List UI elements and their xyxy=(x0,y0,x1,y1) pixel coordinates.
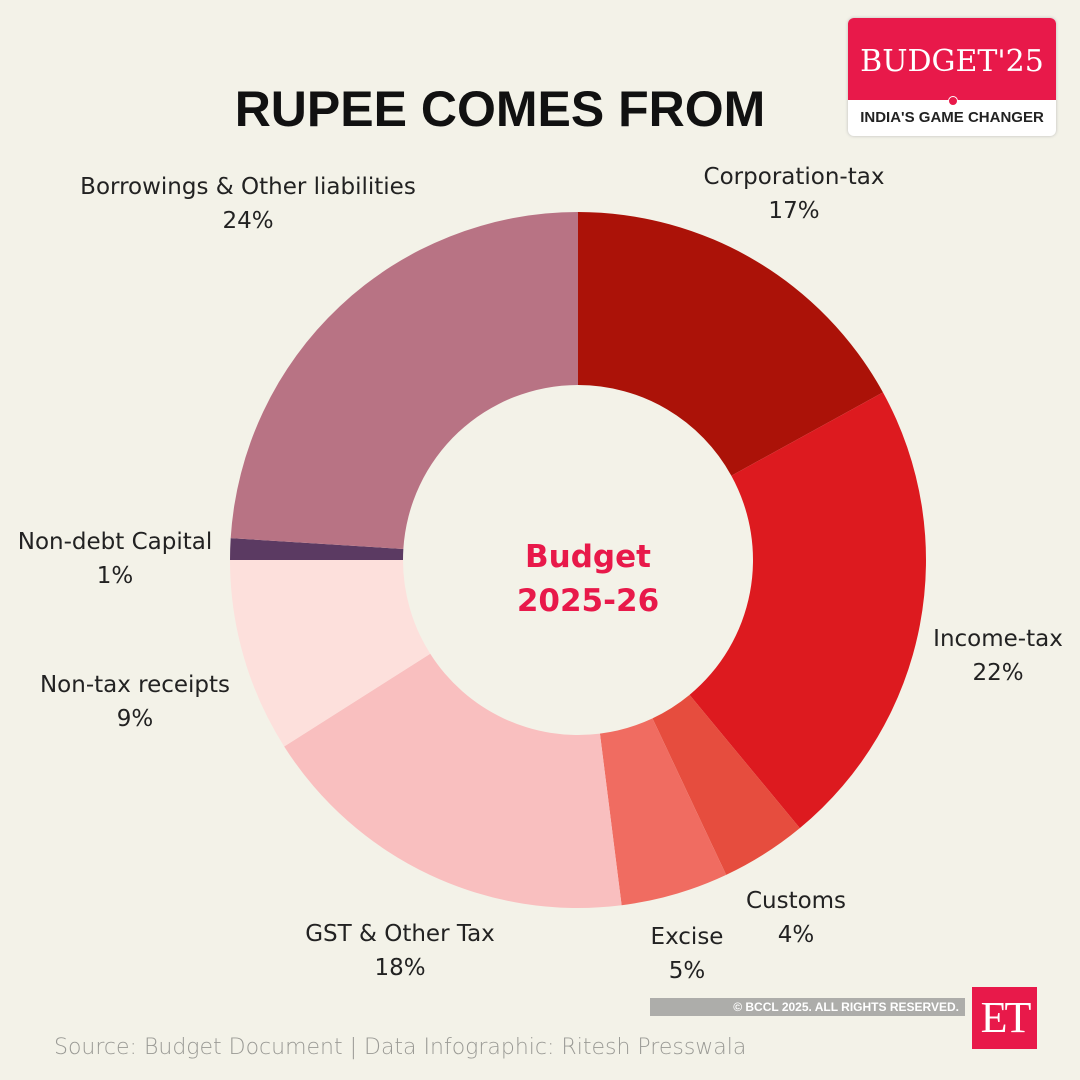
slice-label-name: Income-tax xyxy=(933,626,1063,652)
slice-label: Non-tax receipts 9% xyxy=(40,668,230,736)
badge-sub: INDIA'S GAME CHANGER xyxy=(860,109,1044,126)
slice-customs xyxy=(652,694,800,875)
source-credit: Source: Budget Document | Data Infograph… xyxy=(54,1035,747,1060)
slice-label: Income-tax 22% xyxy=(933,622,1063,690)
copyright-notice: © BCCL 2025. ALL RIGHTS RESERVED. xyxy=(650,998,965,1016)
slice-label-name: Corporation-tax xyxy=(703,164,885,190)
slice-label-name: Non-debt Capital xyxy=(17,529,213,555)
slice-label-value: 5% xyxy=(668,958,706,984)
slice-label: Non-debt Capital 1% xyxy=(18,525,212,593)
slice-label-value: 18% xyxy=(374,955,426,981)
et-logo: ET xyxy=(972,987,1037,1049)
slice-label-value: 1% xyxy=(96,563,134,589)
slice-excise xyxy=(599,718,727,906)
slice-label-value: 24% xyxy=(222,208,274,234)
slice-borrowings-other-liabilities xyxy=(230,212,578,550)
slice-corporation-tax xyxy=(578,212,883,476)
slice-label-name: Customs xyxy=(745,888,847,914)
slice-non-tax-receipts xyxy=(230,560,431,747)
slice-label-name: Borrowings & Other liabilities xyxy=(80,174,416,200)
slice-label: Excise 5% xyxy=(651,920,724,988)
budget-badge-logo: BUDGET'25 INDIA'S GAME CHANGER xyxy=(848,18,1056,136)
slice-label-name: GST & Other Tax xyxy=(305,921,495,947)
slice-income-tax xyxy=(689,392,926,829)
slice-label: Corporation-tax 17% xyxy=(704,160,885,228)
slice-label-value: 4% xyxy=(777,922,815,948)
slice-label: Borrowings & Other liabilities 24% xyxy=(80,170,416,238)
center-label-line2: 2025-26 xyxy=(516,583,660,619)
slice-non-debt-capital xyxy=(230,538,404,560)
slice-label-value: 17% xyxy=(768,198,820,224)
chart-title: RUPEE COMES FROM xyxy=(0,80,1080,138)
slice-gst-other-tax xyxy=(284,653,622,908)
center-label-line1: Budget xyxy=(525,539,651,575)
badge-dot xyxy=(948,96,958,106)
slice-label-name: Excise xyxy=(650,924,724,950)
slice-label: GST & Other Tax 18% xyxy=(305,917,495,985)
slice-label-value: 9% xyxy=(116,706,154,732)
slice-label-value: 22% xyxy=(972,660,1024,686)
slice-label-name: Non-tax receipts xyxy=(39,672,231,698)
slice-label: Customs 4% xyxy=(746,884,846,952)
badge-main: BUDGET'25 xyxy=(848,18,1056,100)
chart-title-text: RUPEE COMES FROM xyxy=(234,81,766,137)
center-label: Budget 2025-26 xyxy=(517,535,659,623)
